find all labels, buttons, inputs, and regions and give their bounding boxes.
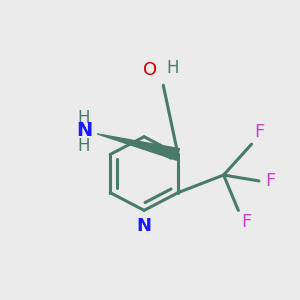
Text: F: F	[254, 123, 265, 141]
Text: F: F	[241, 213, 251, 231]
Text: H: H	[77, 136, 90, 154]
Text: H: H	[77, 109, 90, 127]
Text: H: H	[166, 59, 179, 77]
Text: F: F	[265, 172, 275, 190]
Text: N: N	[76, 122, 93, 140]
Text: N: N	[136, 217, 152, 235]
Polygon shape	[97, 134, 179, 160]
Text: O: O	[143, 61, 158, 79]
